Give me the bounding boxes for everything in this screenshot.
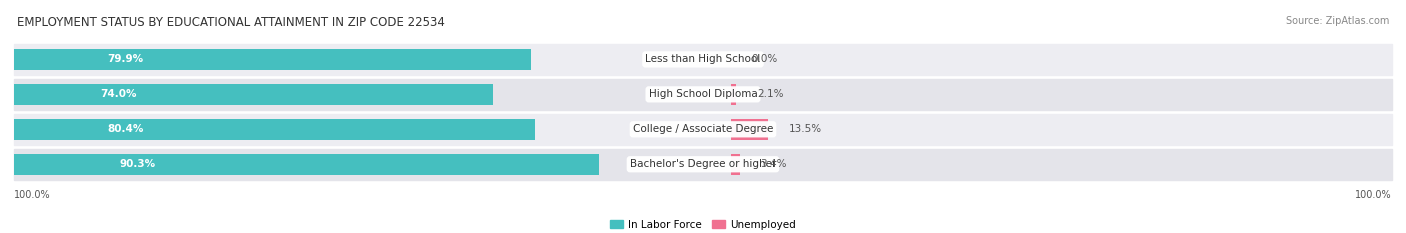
Bar [14,44,1392,75]
Bar [14,149,1392,180]
Bar [14,119,534,140]
Text: 79.9%: 79.9% [107,55,143,64]
Bar [14,154,599,175]
Text: Less than High School: Less than High School [645,55,761,64]
Text: 13.5%: 13.5% [789,124,821,134]
Bar [14,79,1392,110]
Bar [731,84,737,105]
Bar [731,119,768,140]
Text: 74.0%: 74.0% [100,89,136,99]
Text: EMPLOYMENT STATUS BY EDUCATIONAL ATTAINMENT IN ZIP CODE 22534: EMPLOYMENT STATUS BY EDUCATIONAL ATTAINM… [17,16,444,29]
Bar [14,49,531,70]
Text: 90.3%: 90.3% [120,159,156,169]
Text: 80.4%: 80.4% [108,124,145,134]
Bar [14,114,1392,145]
Bar [731,154,740,175]
Text: 2.1%: 2.1% [756,89,783,99]
Legend: In Labor Force, Unemployed: In Labor Force, Unemployed [610,220,796,230]
Text: Bachelor's Degree or higher: Bachelor's Degree or higher [630,159,776,169]
Text: High School Diploma: High School Diploma [648,89,758,99]
Text: 100.0%: 100.0% [14,191,51,200]
Bar [14,84,494,105]
Text: 3.4%: 3.4% [761,159,787,169]
Text: 100.0%: 100.0% [1355,191,1392,200]
Text: 0.0%: 0.0% [751,55,778,64]
Text: Source: ZipAtlas.com: Source: ZipAtlas.com [1285,16,1389,26]
Text: College / Associate Degree: College / Associate Degree [633,124,773,134]
